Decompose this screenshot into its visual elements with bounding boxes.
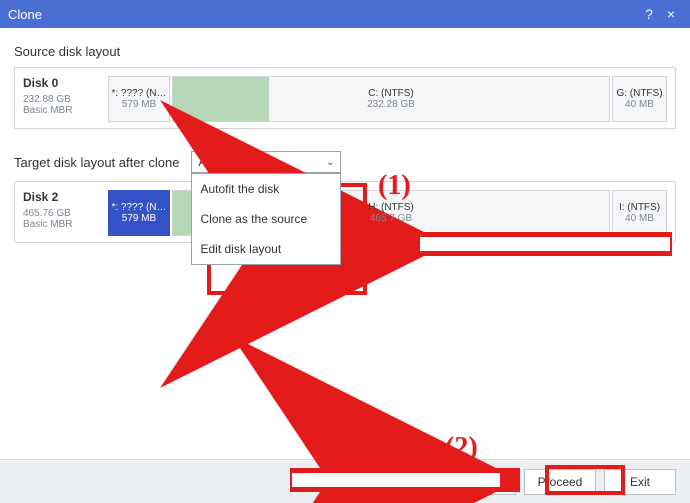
- partition-size: 465.7 GB: [370, 213, 412, 224]
- target-disk-panel: Disk 2 465.76 GB Basic MBR *: ???? (N…57…: [14, 181, 676, 243]
- content-area: Source disk layout Disk 0 232.88 GB Basi…: [0, 28, 690, 243]
- target-disk-name: Disk 2: [23, 190, 108, 204]
- partition-block[interactable]: I: (NTFS)40 MB: [612, 190, 667, 236]
- exit-button[interactable]: Exit: [604, 469, 676, 495]
- partition-label: H: (NTFS): [368, 202, 414, 213]
- partition-size: 40 MB: [625, 213, 654, 224]
- footer-bar: Back Proceed Exit: [0, 459, 690, 503]
- target-header-row: Target disk layout after clone Autofit t…: [14, 151, 676, 173]
- proceed-button[interactable]: Proceed: [524, 469, 596, 495]
- target-disk-info: Disk 2 465.76 GB Basic MBR: [23, 190, 108, 230]
- source-disk-type: Basic MBR: [23, 105, 108, 116]
- source-disk-name: Disk 0: [23, 76, 108, 90]
- source-partition-strip: *: ???? (N…579 MBC: (NTFS)232.28 GBG: (N…: [108, 76, 667, 122]
- partition-block[interactable]: *: ???? (N…579 MB: [108, 76, 170, 122]
- layout-dropdown-option[interactable]: Clone as the source: [192, 204, 340, 234]
- source-disk-panel: Disk 0 232.88 GB Basic MBR *: ???? (N…57…: [14, 67, 676, 129]
- layout-dropdown-option[interactable]: Edit disk layout: [192, 234, 340, 264]
- partition-block[interactable]: *: ???? (N…579 MB: [108, 190, 170, 236]
- target-section-label: Target disk layout after clone: [14, 155, 179, 170]
- back-button[interactable]: Back: [444, 469, 516, 495]
- partition-label: I: (NTFS): [619, 202, 660, 213]
- partition-block[interactable]: C: (NTFS)232.28 GB: [172, 76, 610, 122]
- partition-label: G: (NTFS): [616, 88, 662, 99]
- window-title: Clone: [8, 7, 638, 22]
- layout-dropdown-wrap: Autofit the disk ⌄ Autofit the diskClone…: [191, 151, 341, 173]
- layout-dropdown[interactable]: Autofit the disk ⌄: [191, 151, 341, 173]
- layout-dropdown-option[interactable]: Autofit the disk: [192, 174, 340, 204]
- target-disk-type: Basic MBR: [23, 219, 108, 230]
- source-disk-info: Disk 0 232.88 GB Basic MBR: [23, 76, 108, 116]
- partition-label: *: ???? (N…: [111, 88, 166, 99]
- partition-size: 579 MB: [122, 213, 156, 224]
- layout-dropdown-value: Autofit the disk: [198, 155, 277, 169]
- close-icon[interactable]: ×: [660, 6, 682, 22]
- partition-label: *: ???? (N…: [111, 202, 166, 213]
- partition-size: 579 MB: [122, 99, 156, 110]
- target-disk-size: 465.76 GB: [23, 208, 108, 219]
- source-section-label: Source disk layout: [14, 44, 676, 59]
- source-disk-size: 232.88 GB: [23, 94, 108, 105]
- partition-size: 40 MB: [625, 99, 654, 110]
- help-icon[interactable]: ?: [638, 6, 660, 22]
- layout-dropdown-list: Autofit the diskClone as the sourceEdit …: [191, 173, 341, 265]
- partition-size: 232.28 GB: [367, 99, 415, 110]
- title-bar: Clone ? ×: [0, 0, 690, 28]
- partition-label: C: (NTFS): [368, 88, 414, 99]
- chevron-down-icon: ⌄: [326, 157, 334, 168]
- partition-block[interactable]: G: (NTFS)40 MB: [612, 76, 667, 122]
